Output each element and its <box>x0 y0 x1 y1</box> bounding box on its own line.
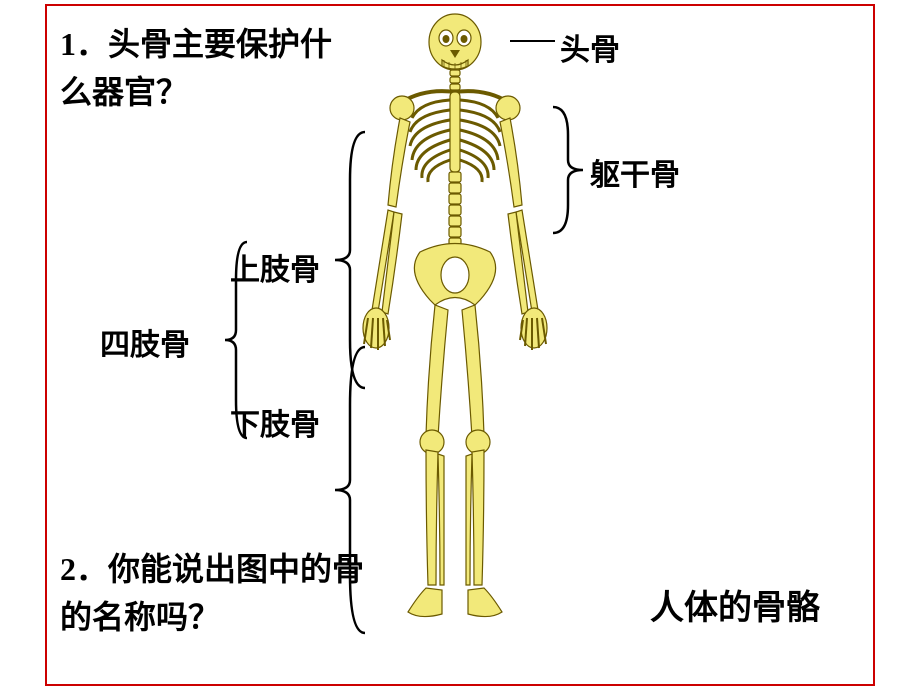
skeleton-diagram <box>330 10 580 640</box>
diagram-caption: 人体的骨骼 <box>650 580 820 629</box>
label-lower: 下肢骨 <box>230 400 320 444</box>
label-trunk: 躯干骨 <box>590 150 680 194</box>
question-1: 1．头骨主要保护什么器官？ <box>60 20 340 116</box>
label-upper: 上肢骨 <box>230 245 320 289</box>
label-limbs: 四肢骨 <box>100 320 190 364</box>
